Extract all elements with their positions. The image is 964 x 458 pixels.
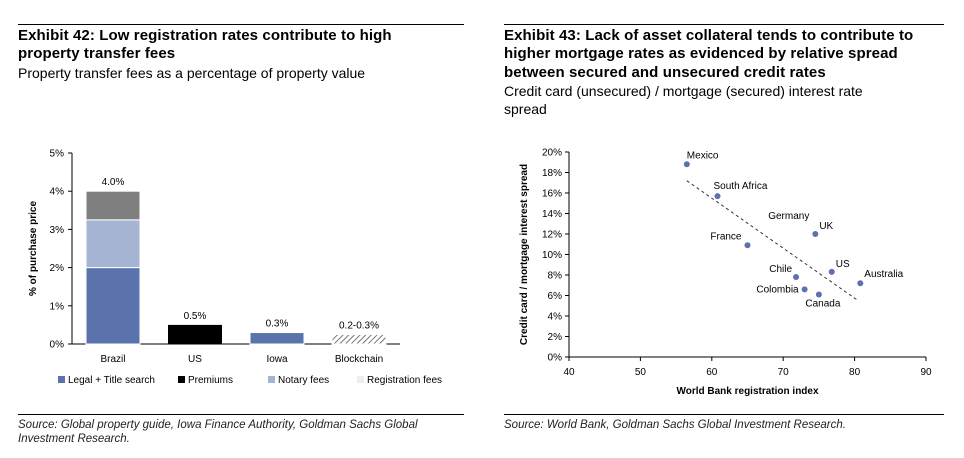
y-tick-label: 18% <box>542 168 562 179</box>
bar-brazil-notary-fees <box>85 219 141 269</box>
point-us <box>828 268 835 275</box>
data-label: 4.0% <box>102 177 125 188</box>
y-tick-label: 0% <box>50 340 65 351</box>
y-tick-label: 4% <box>548 312 563 323</box>
y-tick-label: 16% <box>542 189 562 200</box>
bar-chart: 0% 1% 2% 3% 4% 5% % of purchase price 4.0% Brazi… <box>28 149 442 387</box>
exhibit-42-title-line2: property transfer fees <box>18 45 176 62</box>
x-tick-label: Iowa <box>266 354 288 365</box>
point-label-south-africa: South Africa <box>714 181 768 192</box>
y-tick-label: 1% <box>50 301 65 312</box>
legend-label: Legal + Title search <box>68 375 155 386</box>
point-label-australia: Australia <box>864 269 903 280</box>
y-tick-label: 14% <box>542 209 562 220</box>
x-tick-label: US <box>188 354 202 365</box>
point-label-mexico: Mexico <box>687 150 719 161</box>
x-tick-label: 90 <box>920 367 932 378</box>
exhibit-43-title-line3: between secured and unsecured credit rat… <box>504 64 826 81</box>
exhibit-43-panel: Exhibit 43: Lack of asset collateral ten… <box>500 0 964 458</box>
legend-label: Premiums <box>188 375 233 386</box>
y-tick-label: 5% <box>50 149 65 160</box>
y-tick-label: 20% <box>542 148 562 159</box>
x-tick-label: 40 <box>563 367 575 378</box>
y-tick-label: 6% <box>548 291 563 302</box>
exhibit-43-source: Source: World Bank, Goldman Sachs Global… <box>504 419 846 431</box>
exhibit-43-title-line1: Exhibit 43: Lack of asset collateral ten… <box>504 27 914 44</box>
y-tick-label: 2% <box>548 332 563 343</box>
exhibit-43-subtitle-line1: Credit card (unsecured) / mortgage (secu… <box>504 83 863 99</box>
x-axis-title: World Bank registration index <box>676 386 818 397</box>
bar-brazil-registration-fees <box>85 190 141 221</box>
point-label-canada: Canada <box>805 298 840 309</box>
point-label-colombia: Colombia <box>756 284 799 295</box>
legend-swatch <box>58 376 65 383</box>
trendline <box>686 180 859 302</box>
y-tick-label: 10% <box>542 250 562 261</box>
x-tick-label: Brazil <box>100 354 125 365</box>
point-label-france: France <box>710 231 742 242</box>
y-tick-label: 12% <box>542 230 562 241</box>
y-tick-label: 4% <box>50 187 65 198</box>
x-tick-label: 80 <box>849 367 861 378</box>
data-label: 0.2-0.3% <box>339 320 379 331</box>
x-tick-label: Blockchain <box>335 354 383 365</box>
point-label-germany: Germany <box>768 211 809 222</box>
y-tick-label: 3% <box>50 225 65 236</box>
exhibit-43-subtitle-line2: spread <box>504 101 547 117</box>
point-chile <box>793 274 800 281</box>
y-tick-label: 0% <box>548 353 563 364</box>
legend-swatch <box>357 376 364 383</box>
exhibit-42-title-line1: Exhibit 42: Low registration rates contr… <box>18 27 392 44</box>
top-rule <box>18 24 464 25</box>
bar-iowa-legal-title-search <box>249 332 305 345</box>
bar-us-premiums <box>168 324 222 344</box>
point-colombia <box>801 286 808 293</box>
bottom-rule <box>18 414 464 415</box>
point-label-uk: UK <box>819 221 833 232</box>
point-germany <box>812 231 819 237</box>
legend-swatch <box>268 376 275 383</box>
x-tick-label: 70 <box>778 367 790 378</box>
point-mexico <box>683 161 690 168</box>
bottom-rule <box>504 414 944 415</box>
y-tick-label: 8% <box>548 271 563 282</box>
point-australia <box>857 280 864 287</box>
point-canada <box>815 291 822 298</box>
top-rule <box>504 24 944 25</box>
data-label: 0.5% <box>184 311 207 322</box>
exhibit-42-panel: Exhibit 42: Low registration rates contr… <box>0 0 480 458</box>
exhibit-42-source-line1: Source: Global property guide, Iowa Fina… <box>18 419 418 431</box>
point-south-africa <box>714 193 721 200</box>
y-axis-title: Credit card / mortgage interest spread <box>519 164 530 345</box>
legend-swatch <box>178 376 185 383</box>
bar-blockchain-registration-fees <box>331 333 387 345</box>
point-france <box>744 242 751 249</box>
x-tick-label: 60 <box>706 367 718 378</box>
exhibit-42-source-line2: Investment Research. <box>18 433 130 445</box>
legend-label: Registration fees <box>367 375 442 386</box>
point-label-chile: Chile <box>769 264 792 275</box>
y-axis-title: % of purchase price <box>28 201 39 296</box>
legend-label: Notary fees <box>278 375 329 386</box>
exhibit-42-subtitle: Property transfer fees as a percentage o… <box>18 65 366 81</box>
bar-brazil-legal-title-search <box>85 267 141 345</box>
scatter-chart: 0% 2% 4% 6% 8% 10% 12% 14% 16% 18% 20% 40 50 60 70 80 90… <box>519 148 932 398</box>
y-tick-label: 2% <box>50 263 65 274</box>
exhibit-43-title-line2: higher mortgage rates as evidenced by re… <box>504 45 898 62</box>
data-label: 0.3% <box>266 319 289 330</box>
point-label-us: US <box>836 259 850 270</box>
x-tick-label: 50 <box>635 367 647 378</box>
